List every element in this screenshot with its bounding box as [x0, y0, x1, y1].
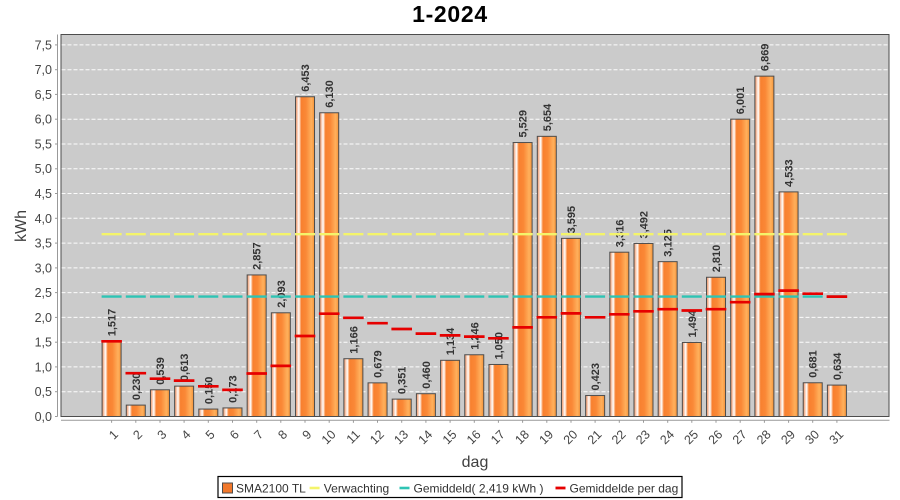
- svg-text:SMA2100 TL: SMA2100 TL: [236, 481, 306, 495]
- svg-text:0,460: 0,460: [421, 361, 433, 389]
- svg-text:0,0: 0,0: [35, 410, 52, 424]
- svg-text:2,810: 2,810: [711, 245, 723, 273]
- svg-text:0,423: 0,423: [590, 363, 602, 391]
- svg-text:2,093: 2,093: [276, 280, 288, 308]
- svg-text:2,5: 2,5: [35, 286, 52, 300]
- svg-text:3,595: 3,595: [566, 206, 578, 234]
- svg-text:2,857: 2,857: [252, 242, 264, 270]
- svg-text:Verwachting: Verwachting: [324, 481, 389, 495]
- svg-text:5,529: 5,529: [518, 110, 530, 138]
- svg-text:0,230: 0,230: [131, 373, 143, 401]
- svg-text:4,5: 4,5: [35, 187, 52, 201]
- svg-text:1,5: 1,5: [35, 336, 52, 350]
- svg-text:Gemiddeld( 2,419 kWh ): Gemiddeld( 2,419 kWh ): [414, 481, 544, 495]
- svg-text:0,613: 0,613: [179, 354, 191, 382]
- svg-text:7,0: 7,0: [35, 63, 52, 77]
- svg-text:6,869: 6,869: [759, 44, 771, 72]
- svg-text:6,130: 6,130: [324, 80, 336, 108]
- svg-text:3,125: 3,125: [663, 229, 675, 257]
- svg-text:0,351: 0,351: [397, 367, 409, 395]
- svg-text:dag: dag: [462, 454, 489, 471]
- svg-text:7,5: 7,5: [35, 38, 52, 52]
- svg-text:0,634: 0,634: [832, 352, 844, 380]
- svg-text:5,654: 5,654: [542, 103, 554, 131]
- svg-text:3,0: 3,0: [35, 261, 52, 275]
- svg-text:1,494: 1,494: [687, 309, 699, 337]
- svg-text:6,0: 6,0: [35, 113, 52, 127]
- svg-text:4,0: 4,0: [35, 212, 52, 226]
- svg-text:0,679: 0,679: [373, 350, 385, 378]
- svg-text:3,492: 3,492: [639, 211, 651, 239]
- svg-text:3,5: 3,5: [35, 237, 52, 251]
- svg-text:4,533: 4,533: [784, 159, 796, 187]
- svg-text:0,150: 0,150: [203, 377, 215, 405]
- svg-text:1,517: 1,517: [107, 309, 119, 337]
- svg-text:kWh: kWh: [13, 210, 30, 242]
- svg-text:6,5: 6,5: [35, 88, 52, 102]
- svg-text:Gemiddelde per dag: Gemiddelde per dag: [570, 481, 679, 495]
- svg-text:5,5: 5,5: [35, 138, 52, 152]
- svg-text:6,001: 6,001: [735, 87, 747, 115]
- svg-text:1,166: 1,166: [348, 326, 360, 354]
- svg-text:5,0: 5,0: [35, 162, 52, 176]
- svg-text:1,050: 1,050: [493, 332, 505, 360]
- svg-text:0,539: 0,539: [155, 357, 167, 385]
- svg-text:0,5: 0,5: [35, 385, 52, 399]
- svg-text:2,0: 2,0: [35, 311, 52, 325]
- svg-text:1-2024: 1-2024: [412, 1, 488, 27]
- svg-text:6,453: 6,453: [300, 64, 312, 92]
- svg-text:0,681: 0,681: [808, 350, 820, 378]
- svg-text:1,0: 1,0: [35, 360, 52, 374]
- svg-text:1,134: 1,134: [445, 327, 457, 355]
